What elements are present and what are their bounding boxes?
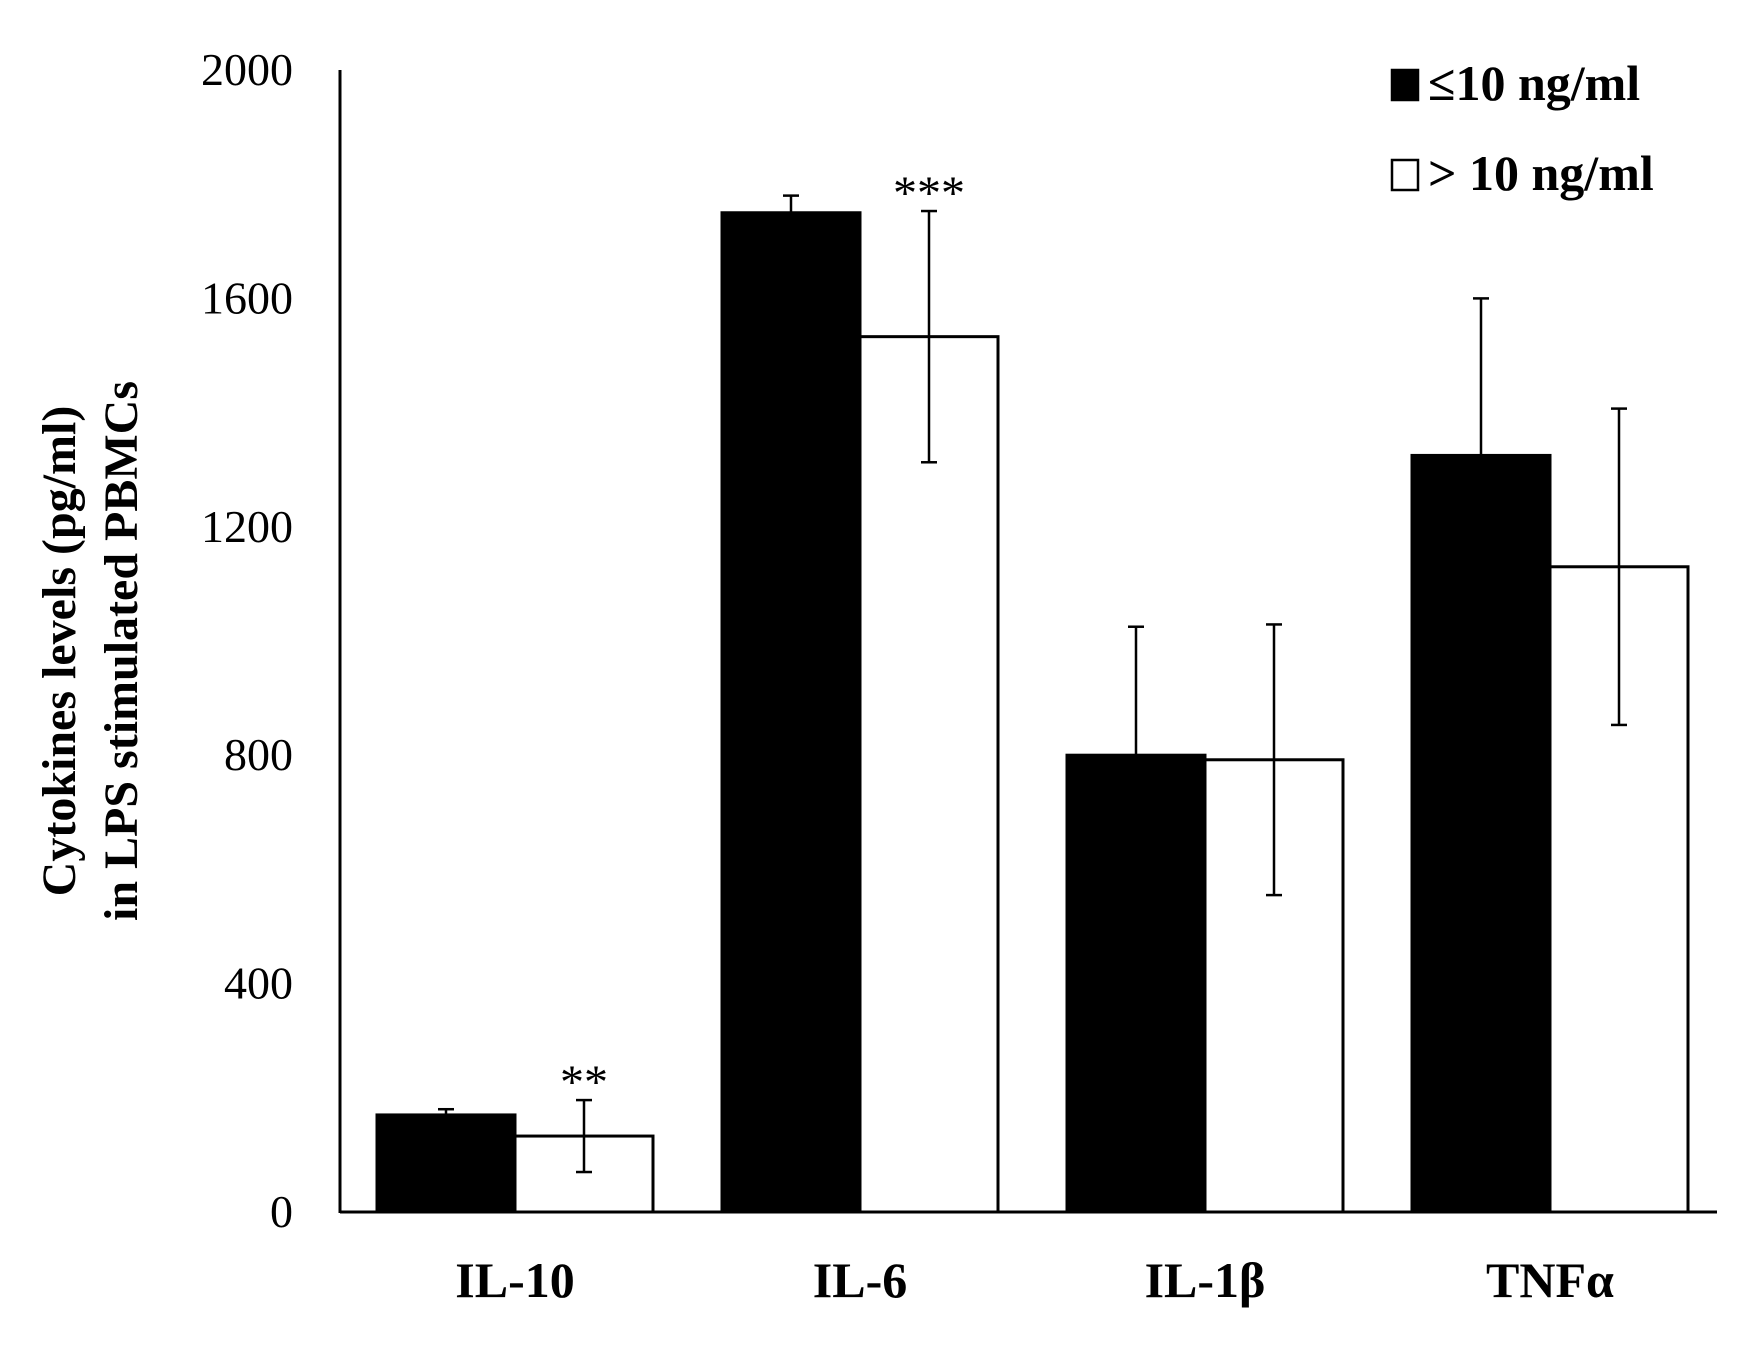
legend-swatch-high <box>1390 158 1420 192</box>
error-bars <box>438 194 1627 1174</box>
legend-swatch-low <box>1390 68 1420 102</box>
bar-low-1 <box>720 211 862 1214</box>
y-tick-label: 1200 <box>201 501 293 552</box>
x-tick-label: IL-1β <box>1145 1252 1266 1308</box>
y-axis-label-line: Cytokines levels (pg/ml) <box>33 406 86 897</box>
y-tick-label: 2000 <box>201 44 293 95</box>
x-tick-label: IL-6 <box>813 1252 907 1308</box>
x-axis: IL-10 IL-6 IL-1β TNFα <box>340 1210 1717 1308</box>
y-tick-label: 800 <box>224 729 293 780</box>
y-axis-label-line: in LPS stimulated PBMCs <box>95 381 148 921</box>
significance-annotations: ***** <box>560 167 965 1109</box>
bar-high-1 <box>858 335 1000 1214</box>
y-tick-label: 400 <box>224 958 293 1009</box>
bars <box>375 211 1690 1214</box>
y-axis: 0 400 800 1200 1600 2000 <box>201 44 342 1237</box>
x-tick-label: IL-10 <box>455 1252 574 1308</box>
x-tick-label: TNFα <box>1486 1252 1614 1308</box>
y-tick-label: 0 <box>270 1186 293 1237</box>
significance-marker: ** <box>560 1056 608 1109</box>
legend-label-high: > 10 ng/ml <box>1428 145 1654 201</box>
legend: ≤10 ng/ml > 10 ng/ml <box>1390 55 1654 201</box>
significance-marker: *** <box>893 167 965 220</box>
bar-low-0 <box>375 1113 517 1214</box>
legend-label-low: ≤10 ng/ml <box>1428 55 1640 111</box>
y-axis-label: Cytokines levels (pg/ml) in LPS stimulate… <box>33 381 148 921</box>
y-tick-label: 1600 <box>201 272 293 323</box>
